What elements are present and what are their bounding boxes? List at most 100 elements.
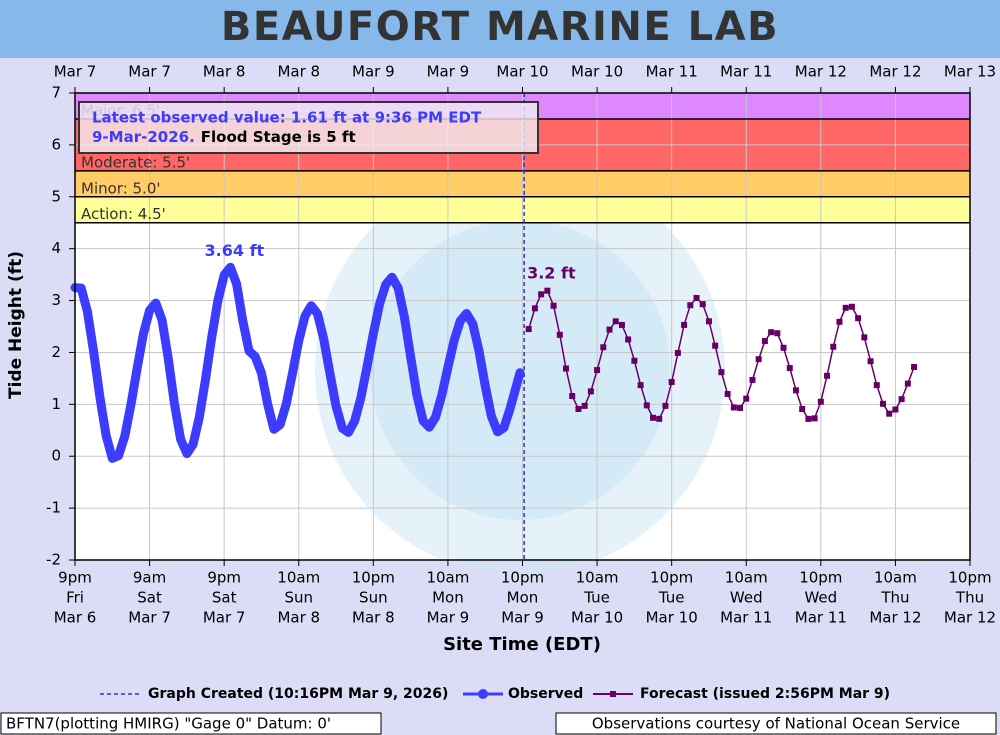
forecast-point	[668, 379, 675, 386]
legend-forecast: Forecast (issued 2:56PM Mar 9)	[640, 686, 890, 702]
x-axis-label: Site Time (EDT)	[443, 634, 601, 655]
forecast-point	[662, 402, 669, 409]
x2-tick-label: Mar 8	[277, 63, 320, 81]
forecast-point	[792, 387, 799, 394]
x-tick-label: 9pm	[207, 569, 241, 587]
y-tick-label: 3	[51, 291, 61, 309]
footer-left: BFTN7(plotting HMIRG) "Gage 0" Datum: 0'	[6, 715, 331, 733]
y-axis-label: Tide Height (ft)	[6, 251, 26, 399]
forecast-point	[606, 326, 613, 333]
forecast-point	[643, 402, 650, 409]
x-tick-label: 10pm	[799, 569, 842, 587]
x-tick-label: Tue	[658, 589, 685, 607]
flood-label: Action: 4.5'	[81, 205, 166, 223]
forecast-point	[824, 372, 831, 379]
forecast-point	[550, 302, 557, 309]
forecast-point	[842, 304, 849, 311]
x-tick-label: Mar 10	[646, 609, 698, 627]
chart-title: BEAUFORT MARINE LAB	[221, 4, 779, 50]
footer-left-box	[0, 712, 382, 735]
y-tick-label: 7	[51, 84, 61, 102]
x2-tick-label: Mar 13	[944, 63, 996, 81]
forecast-point	[612, 318, 619, 325]
title-bar	[0, 0, 1000, 58]
x2-tick-label: Mar 11	[646, 63, 698, 81]
x-tick-label: Thu	[955, 589, 984, 607]
x2-tick-label: Mar 7	[54, 63, 97, 81]
forecast-point	[780, 344, 787, 351]
y-tick-label: 6	[51, 135, 61, 153]
forecast-point	[886, 410, 893, 417]
forecast-point	[544, 287, 551, 294]
x-tick-label: Mar 9	[427, 609, 470, 627]
x-tick-label: 10am	[426, 569, 469, 587]
x-tick-label: 10pm	[501, 569, 544, 587]
forecast-point	[581, 402, 588, 409]
x-tick-label: 10am	[576, 569, 619, 587]
x-tick-label: Mar 7	[128, 609, 171, 627]
x-tick-label: Fri	[66, 589, 84, 607]
x-tick-label: Wed	[730, 589, 763, 607]
forecast-point	[749, 376, 756, 383]
forecast-point	[817, 398, 824, 405]
x-tick-label: Tue	[583, 589, 610, 607]
y-tick-label: 0	[51, 447, 61, 465]
x-tick-label: Sat	[137, 589, 162, 607]
forecast-point	[693, 294, 700, 301]
x-tick-label: Sat	[212, 589, 237, 607]
forecast-point	[681, 321, 688, 328]
info-date: 9-Mar-2026.	[92, 128, 195, 146]
forecast-point	[637, 382, 644, 389]
forecast-point	[625, 336, 632, 343]
forecast-point	[563, 365, 570, 372]
forecast-point	[594, 367, 601, 374]
forecast-point	[904, 380, 911, 387]
x2-tick-label: Mar 7	[128, 63, 171, 81]
forecast-point	[861, 334, 868, 341]
x-tick-label: 10am	[725, 569, 768, 587]
footer-right-box	[555, 712, 997, 735]
info-line1: Latest observed value: 1.61 ft at 9:36 P…	[92, 109, 482, 127]
x2-tick-label: Mar 12	[869, 63, 921, 81]
forecast-point	[774, 330, 781, 337]
forecast-point	[631, 357, 638, 364]
forecast-point	[674, 349, 681, 356]
forecast-point	[743, 395, 750, 402]
forecast-point	[879, 400, 886, 407]
x-tick-label: 10pm	[352, 569, 395, 587]
forecast-point	[786, 365, 793, 372]
forecast-point	[650, 414, 657, 421]
x2-tick-label: Mar 9	[427, 63, 470, 81]
x-tick-label: Mar 7	[203, 609, 246, 627]
x-tick-label: Sun	[359, 589, 388, 607]
forecast-point	[569, 393, 576, 400]
forecast-point	[911, 363, 918, 370]
x2-tick-label: Mar 11	[720, 63, 772, 81]
peak-label: 3.2 ft	[527, 264, 576, 283]
forecast-point	[768, 329, 775, 336]
x-tick-label: 10am	[874, 569, 917, 587]
x-tick-label: Mar 12	[869, 609, 921, 627]
forecast-point	[836, 318, 843, 325]
x-tick-label: Mon	[507, 589, 539, 607]
forecast-point	[705, 318, 712, 325]
forecast-point	[718, 369, 725, 376]
y-tick-label: 4	[51, 239, 61, 257]
x-tick-label: Mar 8	[352, 609, 395, 627]
forecast-point	[811, 415, 818, 422]
forecast-point	[898, 396, 905, 403]
legend-graph-created: Graph Created (10:16PM Mar 9, 2026)	[148, 686, 448, 702]
forecast-point	[799, 406, 806, 413]
y-tick-label: -2	[46, 551, 61, 569]
forecast-point	[737, 404, 744, 411]
observed-line	[70, 262, 525, 463]
forecast-point	[755, 356, 762, 363]
legend-observed-marker	[478, 689, 488, 699]
forecast-point	[873, 382, 880, 389]
x-tick-label: Mar 12	[944, 609, 996, 627]
x-tick-label: Mar 11	[795, 609, 847, 627]
forecast-point	[656, 415, 663, 422]
forecast-point	[600, 344, 607, 351]
